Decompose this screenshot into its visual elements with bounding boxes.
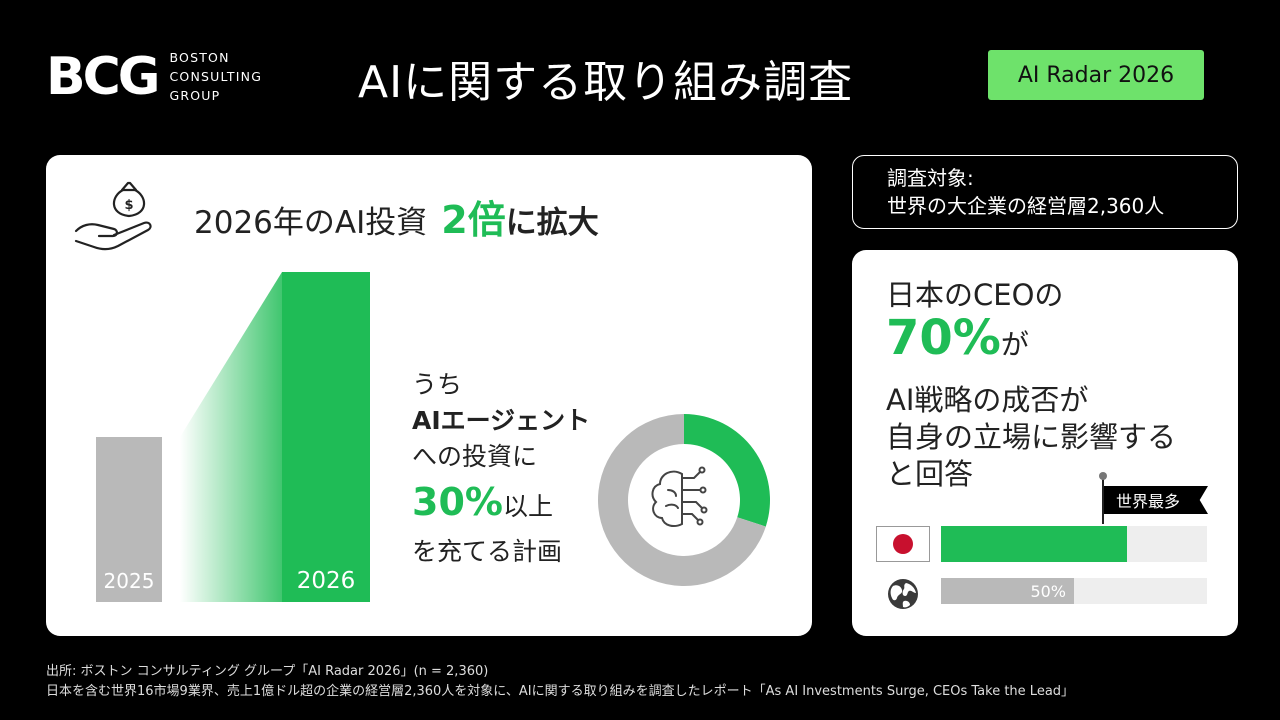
sub-line: うち (412, 370, 463, 399)
ceo-text-line: と回答 (886, 457, 974, 491)
target-label: 調査対象: (887, 166, 974, 190)
ceo-text-line: AI戦略の成否が (886, 383, 1089, 417)
agent-pct-after: 以上 (502, 492, 553, 521)
logo-words: BOSTON CONSULTING GROUP (169, 48, 262, 105)
source-line: 日本を含む世界16市場9業界、売上1億ドル超の企業の経営層2,360人を対象に、… (46, 684, 1075, 699)
source-line: 出所: ボストン コンサルティング グループ「AI Radar 2026」(n … (46, 664, 489, 679)
agent-pct-value: 30% (412, 480, 503, 524)
sub-line-agent: AIエージェント (412, 406, 591, 435)
agent-share-donut (598, 414, 770, 586)
survey-target-box: 調査対象: 世界の大企業の経営層2,360人 (852, 155, 1238, 229)
global-bar-track: 50% (941, 578, 1207, 604)
ceo-pct: 70%が (886, 310, 1029, 366)
bar-label-2026: 2026 (297, 568, 356, 594)
ceo-pct-value: 70% (886, 310, 1001, 366)
donut-slice-agent (684, 414, 770, 527)
page-title: AIに関する取り組み調査 (358, 57, 854, 108)
global-bar: 50% (941, 578, 1074, 604)
ceo-statement: AI戦略の成否が 自身の立場に影響する と回答 (886, 382, 1176, 493)
bar-label-2025: 2025 (104, 569, 155, 593)
investment-bar-chart: 2025 2026 (96, 272, 370, 602)
bar-2026 (282, 272, 370, 602)
logo-word: BOSTON (169, 50, 230, 65)
globe-icon (888, 579, 918, 609)
ceo-pct-after: が (1000, 328, 1029, 361)
money-bag-hand-icon: $ (74, 181, 152, 251)
brain-circuit-icon (651, 466, 708, 527)
bar-2025 (96, 437, 162, 602)
headline: 2026年のAI投資 2倍 に拡大 (194, 189, 599, 244)
donut-slice-rest (598, 414, 766, 586)
highest-marker: 世界最多 (1104, 486, 1208, 514)
headline-accent: 2倍 (441, 198, 506, 242)
japan-flag-icon (876, 526, 930, 562)
investment-panel: $ 2026年のAI投資 2倍 に拡大 2025 2026 うち AIエージェント… (46, 155, 812, 636)
marker-dot (1099, 472, 1107, 480)
ceo-text-line: 自身の立場に影響する (886, 420, 1177, 454)
japan-bar (941, 526, 1128, 562)
headline-prefix: 2026年のAI投資 (194, 205, 428, 241)
target-value: 世界の大企業の経営層2,360人 (887, 194, 1165, 218)
headline-suffix: に拡大 (505, 205, 599, 241)
agent-pct: 30%以上 (412, 475, 590, 534)
logo-word: CONSULTING (169, 69, 263, 84)
logo-mark: BCG (46, 46, 160, 107)
sub-line: への投資に (412, 442, 538, 471)
ceo-line1: 日本のCEOの (886, 278, 1064, 312)
report-badge: AI Radar 2026 (988, 50, 1204, 100)
japan-bar-track (941, 526, 1207, 562)
marker-stem (1102, 476, 1104, 524)
global-bar-label: 50% (1030, 581, 1066, 601)
growth-gradient (180, 272, 282, 602)
logo-word: GROUP (169, 88, 221, 103)
agent-investment-text: うち AIエージェント への投資に 30%以上 を充てる計画 (412, 367, 590, 570)
svg-text:$: $ (124, 198, 133, 213)
bcg-logo: BCG BOSTON CONSULTING GROUP (46, 48, 262, 105)
sub-line: を充てる計画 (412, 537, 563, 566)
ceo-panel: 日本のCEOの 70%が AI戦略の成否が 自身の立場に影響する と回答 世界最… (852, 250, 1238, 636)
source-note: 出所: ボストン コンサルティング グループ「AI Radar 2026」(n … (46, 662, 1074, 702)
